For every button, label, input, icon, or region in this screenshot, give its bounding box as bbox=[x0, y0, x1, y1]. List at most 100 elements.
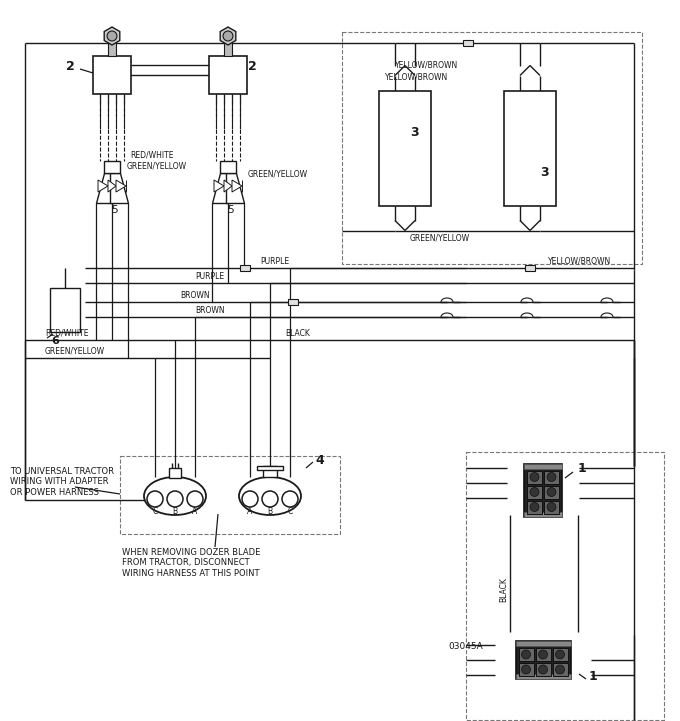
Bar bbox=[257, 466, 283, 470]
Bar bbox=[552, 648, 568, 661]
Bar bbox=[515, 641, 571, 646]
Text: GREEN/YELLOW: GREEN/YELLOW bbox=[248, 169, 308, 179]
Text: BROWN: BROWN bbox=[180, 291, 209, 300]
Bar bbox=[527, 471, 542, 484]
Text: PURPLE: PURPLE bbox=[195, 272, 224, 281]
Polygon shape bbox=[108, 180, 116, 192]
Text: BROWN: BROWN bbox=[195, 306, 224, 315]
Circle shape bbox=[147, 491, 163, 507]
Circle shape bbox=[522, 665, 530, 674]
Polygon shape bbox=[232, 180, 242, 192]
Polygon shape bbox=[214, 180, 224, 192]
Text: 03045A: 03045A bbox=[448, 642, 483, 651]
Bar bbox=[544, 471, 559, 484]
Text: 5: 5 bbox=[111, 205, 118, 215]
Bar bbox=[525, 265, 535, 271]
Bar bbox=[462, 40, 473, 46]
Text: 4: 4 bbox=[315, 454, 324, 466]
Text: RED/WHITE: RED/WHITE bbox=[130, 151, 173, 159]
Text: PURPLE: PURPLE bbox=[260, 257, 289, 266]
Text: C: C bbox=[152, 507, 158, 516]
Circle shape bbox=[187, 491, 203, 507]
Text: 1: 1 bbox=[589, 670, 598, 683]
Bar bbox=[527, 500, 542, 513]
Circle shape bbox=[107, 31, 117, 41]
Circle shape bbox=[282, 491, 298, 507]
Text: GREEN/YELLOW: GREEN/YELLOW bbox=[410, 234, 470, 242]
Circle shape bbox=[167, 491, 183, 507]
Text: RED/WHITE: RED/WHITE bbox=[45, 329, 88, 338]
Bar bbox=[466, 452, 664, 720]
Circle shape bbox=[530, 472, 539, 482]
Bar bbox=[263, 466, 277, 477]
Bar bbox=[518, 663, 534, 676]
Text: 3: 3 bbox=[540, 167, 549, 180]
Polygon shape bbox=[98, 180, 108, 192]
Bar bbox=[120, 456, 340, 534]
Bar bbox=[524, 511, 562, 516]
Ellipse shape bbox=[239, 477, 301, 515]
Bar bbox=[524, 464, 562, 469]
Circle shape bbox=[530, 487, 539, 497]
Bar bbox=[515, 674, 571, 679]
Bar bbox=[515, 641, 571, 679]
Polygon shape bbox=[224, 180, 232, 192]
Polygon shape bbox=[110, 173, 128, 203]
Text: YELLOW/BROWN: YELLOW/BROWN bbox=[548, 257, 611, 266]
Circle shape bbox=[530, 503, 539, 511]
Bar bbox=[504, 91, 556, 205]
Circle shape bbox=[223, 31, 233, 41]
Bar bbox=[527, 485, 542, 498]
Polygon shape bbox=[212, 173, 230, 203]
Text: C: C bbox=[288, 507, 292, 516]
Text: BLACK: BLACK bbox=[500, 578, 509, 603]
Text: YELLOW/BROWN: YELLOW/BROWN bbox=[395, 60, 458, 69]
Bar bbox=[224, 42, 232, 56]
Bar bbox=[209, 56, 247, 94]
Text: A: A bbox=[248, 507, 253, 516]
Text: GREEN/YELLOW: GREEN/YELLOW bbox=[127, 162, 187, 170]
Bar bbox=[93, 56, 131, 94]
Bar bbox=[108, 42, 116, 56]
Text: 6: 6 bbox=[51, 336, 59, 346]
Circle shape bbox=[547, 472, 556, 482]
Circle shape bbox=[556, 650, 564, 659]
Text: 2: 2 bbox=[248, 61, 257, 74]
Bar bbox=[342, 32, 642, 264]
Circle shape bbox=[547, 503, 556, 511]
Circle shape bbox=[522, 650, 530, 659]
Text: 1: 1 bbox=[578, 461, 587, 474]
Text: 3: 3 bbox=[410, 126, 419, 139]
Text: BLACK: BLACK bbox=[285, 329, 310, 338]
Bar bbox=[518, 648, 534, 661]
Bar bbox=[544, 500, 559, 513]
Circle shape bbox=[539, 650, 547, 659]
Text: WHEN REMOVING DOZER BLADE
FROM TRACTOR, DISCONNECT
WIRING HARNESS AT THIS POINT: WHEN REMOVING DOZER BLADE FROM TRACTOR, … bbox=[122, 548, 260, 578]
Circle shape bbox=[539, 665, 547, 674]
Text: 2: 2 bbox=[66, 61, 75, 74]
Polygon shape bbox=[116, 180, 126, 192]
Circle shape bbox=[556, 665, 564, 674]
Text: B: B bbox=[267, 507, 273, 516]
Text: B: B bbox=[173, 507, 177, 516]
Bar bbox=[524, 464, 562, 516]
Bar bbox=[544, 485, 559, 498]
Circle shape bbox=[242, 491, 258, 507]
Circle shape bbox=[262, 491, 278, 507]
Polygon shape bbox=[96, 173, 114, 203]
Text: TO UNIVERSAL TRACTOR
WIRING WITH ADAPTER
OR POWER HARNESS: TO UNIVERSAL TRACTOR WIRING WITH ADAPTER… bbox=[10, 467, 114, 497]
Text: YELLOW/BROWN: YELLOW/BROWN bbox=[385, 72, 448, 81]
Polygon shape bbox=[220, 27, 236, 45]
Bar bbox=[169, 468, 181, 478]
Text: A: A bbox=[192, 507, 198, 516]
Bar bbox=[104, 161, 120, 173]
Circle shape bbox=[547, 487, 556, 497]
Bar bbox=[50, 288, 80, 332]
Bar bbox=[240, 265, 250, 271]
Bar bbox=[288, 299, 298, 305]
Bar bbox=[536, 663, 551, 676]
Text: 5: 5 bbox=[226, 205, 233, 215]
Bar bbox=[220, 161, 236, 173]
Bar bbox=[552, 663, 568, 676]
Polygon shape bbox=[226, 173, 244, 203]
